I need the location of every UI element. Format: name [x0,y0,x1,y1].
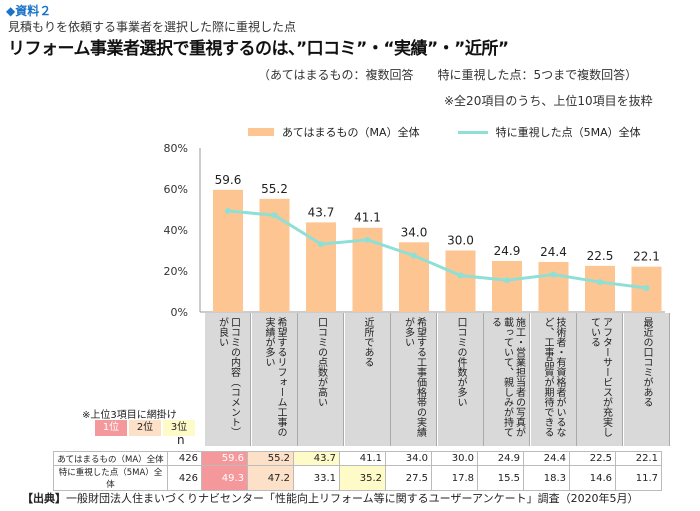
table-row: あてはまるもの（MA）全体 426 59.6 55.2 43.7 41.1 34.0 30.0… [53,451,662,466]
line-point [271,212,278,219]
bar-data-label: 41.1 [354,211,381,225]
table-row: 特に重視した点（5MA）全体 426 49.3 47.2 33.1 35.2 27.5 17.… [53,465,662,491]
line-series [227,209,647,290]
y-tick-label: 20% [164,265,188,278]
bar-data-label: 30.0 [447,234,474,248]
bar-data-label: 55.2 [261,182,288,196]
table-cell: 49.3 [201,465,248,491]
table-cell: 24.4 [523,451,570,466]
line-point [550,271,557,278]
category-text: 近所である [362,317,373,367]
category-text: 最近の口コミがある [641,317,652,407]
shading-note: ※上位3項目に網掛け [82,410,177,421]
table-cell: 17.8 [431,465,478,491]
category-label: 口コミの件数が多い [437,313,484,446]
bar-data-label: 34.0 [401,225,428,239]
category-label: 技術者・有資格者がいるなど、工事品質が期待できる [530,313,577,446]
bar-data-label: 59.6 [215,173,242,187]
source-text: 一般財団法人住まいづくりナビセンター「性能向上リフォーム等に関するユーザーアンケ… [66,492,639,505]
bar [538,261,569,312]
bar [492,260,522,312]
line-point [643,285,650,292]
table-cell: 24.9 [477,451,524,466]
category-text: 希望するリフォーム工事の実績が多い [263,317,286,437]
table-cell: 14.6 [569,465,616,491]
source: 【出典】一般財団法人住まいづくりナビセンター「性能向上リフォーム等に関するユーザ… [22,490,639,506]
y-tick-label: 60% [164,183,188,196]
y-tick-label: 40% [164,224,188,237]
category-label: 近所である [344,313,391,446]
answer-note: （あてはまるもの：複数回答 特に重視した点：5つまで複数回答） [258,68,638,82]
category-label: 希望するリフォーム工事の実績が多い [251,313,298,446]
legend-bar-swatch [248,128,274,136]
document-tag: ◆資料２ [6,4,52,18]
table-cell: 22.1 [615,451,662,466]
category-text: アフターサービスが充実している [588,317,612,437]
bar-data-label: 22.1 [633,250,660,264]
table-cell: 33.1 [293,465,340,491]
rank-swatch: 3位 [163,420,195,436]
table-cell: 35.2 [339,465,386,491]
line-point [364,236,371,243]
table-cell: 30.0 [431,451,478,466]
category-label: 口コミの点数が高い [298,313,344,446]
table-cell: 11.7 [615,465,662,491]
category-label: アフターサービスが充実している [577,313,623,446]
table-cell: 15.5 [477,465,524,491]
line-point [318,241,324,248]
category-text: 希望する工事価格帯の実績が多い [402,317,426,437]
table-cell: 41.1 [339,451,386,466]
subtitle: 見積もりを依頼する事業者を選択した際に重視した点 [8,20,297,34]
page-title: リフォーム事業者選択で重視するのは、”口コミ”・“実績”・”近所” [8,39,509,59]
table-cell: 47.2 [247,465,294,491]
bar [585,265,615,312]
legend-line-swatch [457,130,488,134]
legend-line-label: 特に重視した点（5MA）全体 [495,126,641,139]
table-cell: 43.7 [293,451,340,466]
data-table: あてはまるもの（MA）全体 426 59.6 55.2 43.7 41.1 34.0 30.0… [53,451,662,491]
extract-note: ※全20項目のうち、上位10項目を抜粋 [444,94,653,108]
bar-data-label: 22.5 [587,249,614,263]
category-label: 希望する工事価格帯の実績が多い [391,313,437,446]
category-text: 技術者・有資格者がいるなど、工事品質が期待できる [542,317,565,437]
table-cell: 22.5 [569,451,616,466]
bar-data-label: 43.7 [308,205,335,219]
category-label: 最近の口コミがある [623,313,670,446]
category-text: 口コミの件数が多い [455,317,466,407]
bar-data-label: 24.4 [540,245,567,259]
bar [445,250,476,312]
rank-swatch: 2位 [129,420,161,436]
line-point [597,279,603,286]
n-label: n [177,433,185,447]
table-cell: 55.2 [247,451,294,466]
legend: あてはまるもの（MA）全体 特に重視した点（5MA）全体 [248,124,641,140]
table-cell: 特に重視した点（5MA）全体 [53,465,168,491]
table-cell: 18.3 [523,465,570,491]
table-cell: 27.5 [385,465,432,491]
table-cell: 34.0 [385,451,432,466]
line-point [457,272,464,279]
y-tick-label: 80% [164,142,188,155]
y-tick-label: 0% [171,306,188,319]
rank-swatch: 1位 [95,420,127,436]
source-prefix: 【出典】 [22,492,66,505]
category-label: 口コミの内容（コメント）が良い [205,313,251,446]
category-text: 施工・営業担当者の写真が載っていて、親しみが持てる [489,317,525,437]
table-cell: 426 [167,465,202,491]
category-text: 口コミの点数が高い [315,317,327,407]
category-text: 口コミの内容（コメント）が良い [216,317,240,437]
line-point [225,207,231,214]
line-point [411,252,417,259]
table-cell: 59.6 [201,451,248,466]
table-cell: 426 [167,451,202,466]
table-cell: あてはまるもの（MA）全体 [53,451,168,466]
legend-bar-label: あてはまるもの（MA）全体 [282,126,420,139]
category-label: 施工・営業担当者の写真が載っていて、親しみが持てる [484,313,530,446]
bar-data-label: 24.9 [494,244,521,258]
line-point [504,277,510,284]
